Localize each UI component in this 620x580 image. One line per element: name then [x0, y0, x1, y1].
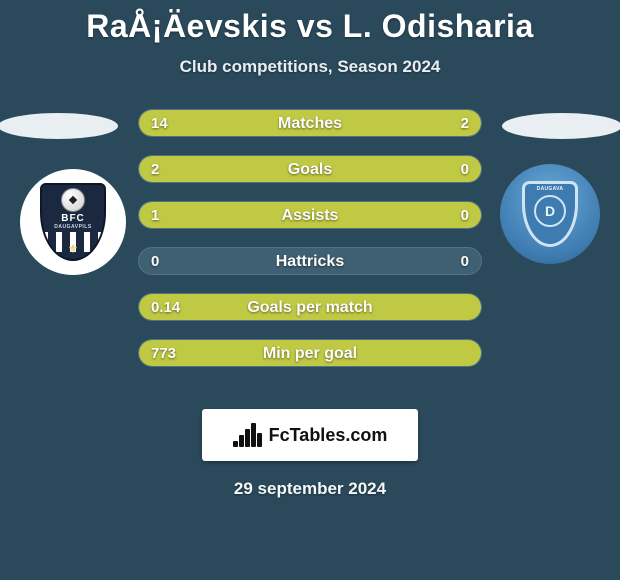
- bfc-shield-icon: BFC DAUGAVPILS ⚜: [40, 183, 106, 261]
- oval-left-decor: [0, 113, 118, 139]
- stat-row: 10Assists: [138, 201, 482, 229]
- oval-right-decor: [502, 113, 620, 139]
- brand-text: FcTables.com: [269, 425, 388, 446]
- stat-label: Matches: [139, 110, 481, 137]
- stat-label: Goals per match: [139, 294, 481, 321]
- daugava-shield-icon: DAUGAVA D: [522, 181, 578, 247]
- stat-row: 773Min per goal: [138, 339, 482, 367]
- bar-chart-icon: [233, 423, 263, 447]
- stat-row: 00Hattricks: [138, 247, 482, 275]
- bfc-line1: BFC: [61, 213, 85, 224]
- stat-row: 20Goals: [138, 155, 482, 183]
- stat-label: Goals: [139, 156, 481, 183]
- bfc-line2: DAUGAVPILS: [54, 224, 91, 230]
- stat-label: Min per goal: [139, 340, 481, 367]
- right-club-badge: DAUGAVA D: [500, 164, 600, 264]
- page-title: RaÅ¡Äevskis vs L. Odisharia: [0, 0, 620, 45]
- date-text: 29 september 2024: [0, 479, 620, 499]
- stat-label: Assists: [139, 202, 481, 229]
- page-subtitle: Club competitions, Season 2024: [0, 57, 620, 77]
- stat-bars-container: 142Matches 20Goals 10Assists 00Hattricks 0.1…: [138, 109, 482, 385]
- comparison-stage: BFC DAUGAVPILS ⚜ DAUGAVA D 142Matches 20G…: [0, 109, 620, 409]
- daugava-letter: D: [534, 195, 566, 227]
- brand-box: FcTables.com: [202, 409, 418, 461]
- stat-label: Hattricks: [139, 248, 481, 275]
- fleur-icon: ⚜: [68, 242, 79, 256]
- daugava-top: DAUGAVA: [537, 186, 564, 192]
- stat-row: 0.14Goals per match: [138, 293, 482, 321]
- stat-row: 142Matches: [138, 109, 482, 137]
- soccer-ball-icon: [61, 188, 85, 212]
- left-club-badge: BFC DAUGAVPILS ⚜: [20, 169, 126, 275]
